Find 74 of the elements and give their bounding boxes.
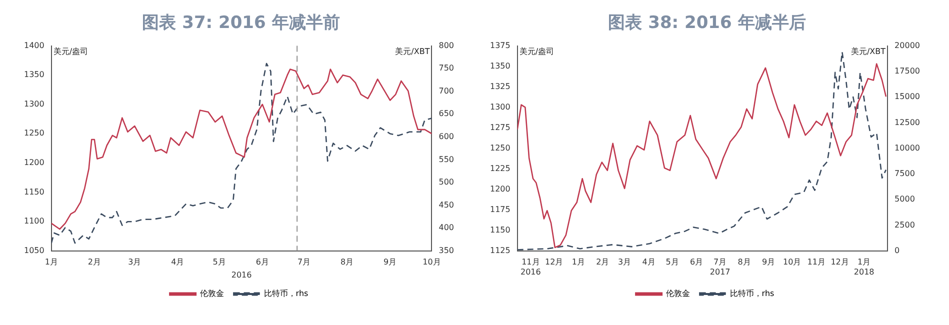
y2-tick-label: 500 — [438, 178, 454, 187]
x-tick-label: 5月 — [666, 258, 679, 267]
y2-tick-label: 700 — [438, 86, 454, 96]
chart-title: 图表 38: 2016 年减半后 — [608, 12, 806, 35]
x-tick-label: 11月 — [807, 258, 826, 267]
legend-label: 伦敦金 — [200, 289, 224, 298]
y-tick-label: 1175 — [490, 204, 510, 214]
y2-tick-label: 15000 — [894, 92, 920, 102]
y2-tick-label: 650 — [438, 109, 454, 118]
x-tick-label: 6月 — [256, 258, 269, 267]
x-tick-label: 3月 — [618, 258, 632, 267]
x-tick-label: 1月 — [572, 258, 585, 267]
y-tick-label: 1300 — [24, 99, 44, 108]
legend-label: 比特币，rhs — [264, 289, 308, 298]
y-tick-label: 1275 — [490, 122, 510, 132]
y-tick-label: 1250 — [24, 128, 44, 138]
legend-label: 伦敦金 — [666, 289, 690, 298]
y-tick-label: 1150 — [490, 225, 510, 234]
y2-tick-label: 350 — [438, 246, 454, 255]
x-tick-label: 7月 — [297, 258, 311, 267]
y2-tick-label: 450 — [438, 200, 454, 210]
y-tick-label: 1125 — [490, 246, 510, 255]
x-axis-title: 2016 — [231, 270, 252, 280]
y2-tick-label: 5000 — [894, 194, 915, 204]
x-tick-label: 5月 — [212, 258, 226, 267]
y2-tick-label: 7500 — [894, 169, 915, 178]
x-tick-label: 6月 — [690, 258, 704, 267]
x-tick-label: 4月 — [171, 258, 184, 267]
legend-label: 比特币，rhs — [730, 289, 774, 298]
y2-tick-label: 2500 — [894, 220, 915, 230]
y2-axis-title: 美元/XBT — [850, 46, 886, 56]
y2-tick-label: 600 — [438, 132, 454, 141]
x-tick-label: 11月 2016 — [520, 258, 541, 276]
y-tick-label: 1150 — [24, 187, 44, 196]
y2-tick-label: 800 — [438, 40, 454, 50]
chart-title: 图表 37: 2016 年减半前 — [142, 12, 340, 35]
y-tick-label: 1375 — [490, 40, 510, 50]
y2-tick-label: 400 — [438, 223, 454, 232]
x-tick-label: 9月 — [762, 258, 776, 267]
x-tick-label: 3月 — [128, 258, 142, 267]
x-tick-label: 1月 2018 — [854, 258, 874, 276]
x-tick-label: 8月 — [340, 258, 354, 267]
x-tick-label: 12月 — [830, 258, 849, 267]
y-tick-label: 1350 — [490, 61, 510, 70]
y-tick-label: 1350 — [24, 70, 44, 80]
x-tick-label: 8月 — [738, 258, 751, 267]
y-tick-label: 1400 — [24, 40, 44, 50]
y2-tick-label: 20000 — [894, 40, 920, 50]
x-tick-label: 10月 — [422, 258, 441, 267]
y2-tick-label: 10000 — [894, 143, 920, 152]
y-tick-label: 1325 — [490, 82, 510, 91]
x-tick-label: 7月 2017 — [710, 258, 730, 276]
x-tick-label: 1月 — [44, 258, 58, 267]
y-tick-label: 1050 — [24, 246, 44, 255]
y-axis-title: 美元/盎司 — [519, 46, 554, 56]
y-tick-label: 1200 — [490, 184, 510, 194]
x-tick-label: 12月 — [545, 258, 564, 267]
y2-tick-label: 0 — [894, 246, 900, 255]
y-tick-label: 1300 — [490, 102, 510, 112]
x-tick-label: 4月 — [642, 258, 656, 267]
x-tick-label: 2月 — [88, 258, 101, 267]
x-tick-label: 2月 — [596, 258, 610, 267]
y2-tick-label: 750 — [438, 64, 454, 73]
y-tick-label: 1200 — [24, 158, 44, 168]
x-tick-label: 10月 — [782, 258, 802, 267]
y2-axis-title: 美元/XBT — [395, 46, 430, 56]
y-tick-label: 1225 — [490, 164, 510, 173]
y2-tick-label: 12500 — [894, 118, 920, 127]
x-tick-label: 9月 — [384, 258, 397, 267]
y-tick-label: 1100 — [24, 216, 44, 226]
y-axis-title: 美元/盎司 — [53, 46, 88, 56]
y2-tick-label: 550 — [438, 154, 454, 164]
y2-tick-label: 17500 — [894, 66, 920, 76]
y-tick-label: 1250 — [490, 143, 510, 152]
